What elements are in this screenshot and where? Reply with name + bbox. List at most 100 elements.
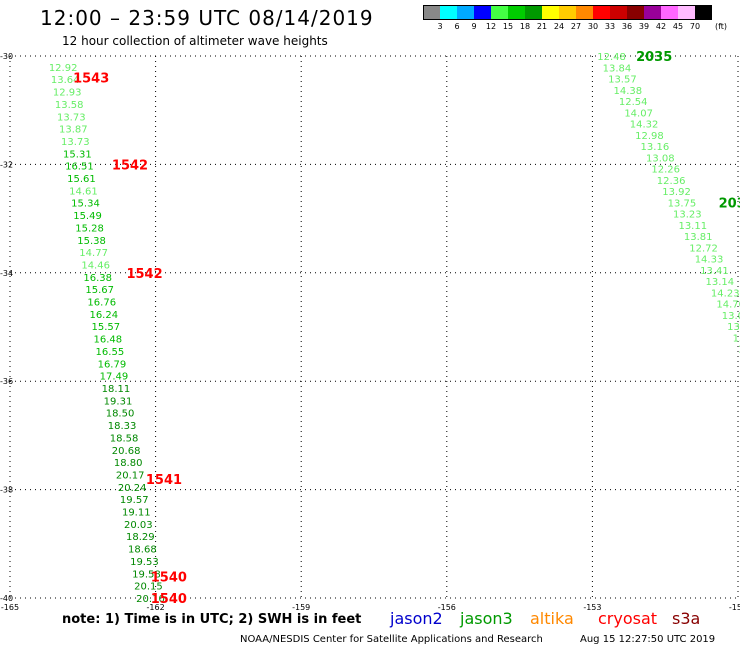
colorbar-label: 21: [536, 22, 548, 31]
wave-height-value: 13.08: [646, 153, 675, 164]
colorbar-swatch: [678, 5, 695, 20]
wave-height-value: 13.92: [662, 187, 691, 198]
wave-height-value: 18.33: [108, 421, 137, 432]
wave-height-value: 15.57: [91, 322, 120, 333]
wave-height-value: 20.03: [124, 520, 153, 531]
wave-height-value: 13.87: [59, 125, 88, 136]
legend-jason3: jason3: [460, 609, 513, 628]
wave-height-value: 19.57: [120, 495, 149, 506]
chart-subtitle: 12 hour collection of altimeter wave hei…: [62, 34, 328, 48]
wave-height-value: 15.38: [77, 236, 106, 247]
x-tick-label: -150: [729, 603, 740, 612]
wave-height-value: 14.23: [711, 288, 740, 299]
credit-line: NOAA/NESDIS Center for Satellite Applica…: [240, 634, 543, 645]
wave-height-value: 18.50: [106, 409, 135, 420]
wave-height-value: 16.48: [94, 335, 123, 346]
wave-height-value: 13.73: [57, 112, 86, 123]
wave-height-value: 13.64: [51, 75, 80, 86]
wave-height-value: 14.61: [69, 186, 98, 197]
colorbar-label: 36: [621, 22, 633, 31]
generated-timestamp: Aug 15 12:27:50 UTC 2019: [580, 634, 716, 645]
wave-height-value: 13.01: [722, 311, 740, 322]
wave-height-value: 18.58: [110, 433, 139, 444]
colorbar-swatch: [661, 5, 678, 20]
wave-height-value: 13.15: [733, 333, 740, 344]
legend-s3a: s3a: [672, 609, 701, 628]
y-tick-label: -32: [0, 160, 13, 169]
wave-height-value: 20.15: [134, 582, 163, 593]
wave-height-value: 18.68: [128, 545, 157, 556]
wave-height-value: 19.11: [122, 508, 151, 519]
colorbar-swatch: [610, 5, 627, 20]
colorbar-label: 9: [471, 22, 477, 31]
legend-altika: altika: [530, 609, 574, 628]
time-label: 1541: [146, 473, 182, 488]
colorbar-swatch: [423, 5, 440, 20]
x-tick-label: -159: [292, 603, 310, 612]
wave-height-value: 17.49: [100, 372, 129, 383]
time-label: 1542: [112, 158, 148, 173]
x-tick-label: -162: [147, 603, 165, 612]
time-label: 1543: [73, 72, 109, 87]
wave-height-value: 19.31: [104, 396, 133, 407]
wave-height-value: 20.68: [112, 446, 141, 457]
colorbar-label: 30: [587, 22, 599, 31]
wave-height-value: 12.98: [635, 131, 664, 142]
wave-height-value: 12.48: [597, 52, 626, 63]
wave-height-value: 13.84: [603, 63, 632, 74]
wave-height-value: 19.58: [132, 569, 161, 580]
colorbar-label: 42: [655, 22, 667, 31]
x-tick-label: -165: [1, 603, 19, 612]
wave-height-value: 16.76: [87, 298, 116, 309]
wave-height-value: 13.11: [678, 221, 707, 232]
colorbar-label: 70: [689, 22, 701, 31]
time-label: 2036: [719, 196, 740, 211]
wave-height-value: 13.14: [706, 277, 735, 288]
wave-height-value: 12.26: [651, 165, 680, 176]
colorbar-swatch: [457, 5, 474, 20]
wave-height-value: 16.24: [89, 310, 118, 321]
x-tick-label: -156: [438, 603, 456, 612]
legend-cryosat: cryosat: [598, 609, 658, 628]
colorbar-label: 3: [437, 22, 443, 31]
wave-height-value: 13.41: [700, 266, 729, 277]
wave-height-value: 15.67: [85, 285, 114, 296]
wave-height-value: 14.46: [81, 260, 110, 271]
wave-height-value: 16.55: [96, 347, 125, 358]
y-tick-label: -34: [0, 269, 13, 278]
wave-height-value: 12.92: [49, 63, 78, 74]
wave-height-value: 12.36: [657, 176, 686, 187]
wave-height-value: 12.93: [53, 88, 82, 99]
wave-height-value: 14.32: [630, 120, 659, 131]
wave-height-value: 19.53: [130, 557, 159, 568]
colorbar-label: 39: [638, 22, 650, 31]
wave-height-value: 14.07: [624, 108, 653, 119]
wave-height-value: 15.31: [63, 149, 92, 160]
colorbar-swatch: [508, 5, 525, 20]
colorbar-swatch: [576, 5, 593, 20]
wave-height-value: 14.33: [695, 255, 724, 266]
colorbar-frame: [423, 5, 712, 20]
wave-height-value: 16.79: [98, 359, 127, 370]
wave-height-value: 13.58: [55, 100, 84, 111]
footnote: note: 1) Time is in UTC; 2) SWH is in fe…: [62, 612, 362, 627]
wave-height-value: 16.51: [65, 162, 94, 173]
wave-height-value: 15.34: [71, 199, 100, 210]
colorbar-swatch: [542, 5, 559, 20]
wave-height-value: 12.72: [689, 243, 718, 254]
y-tick-label: -38: [0, 486, 13, 495]
colorbar-swatch: [491, 5, 508, 20]
time-label: 1542: [126, 267, 162, 282]
colorbar-unit: (ft): [715, 22, 728, 31]
x-tick-label: -153: [583, 603, 601, 612]
chart-title: 12:00 – 23:59 UTC 08/14/2019: [40, 6, 374, 30]
colorbar-swatch: [440, 5, 457, 20]
wave-height-value: 13.22: [738, 345, 740, 356]
time-label: 1540: [151, 570, 187, 585]
colorbar-label: 24: [553, 22, 565, 31]
colorbar-swatch: [644, 5, 661, 20]
colorbar-label: 45: [672, 22, 684, 31]
colorbar-swatch: [695, 5, 712, 20]
y-tick-label: -40: [0, 594, 13, 603]
